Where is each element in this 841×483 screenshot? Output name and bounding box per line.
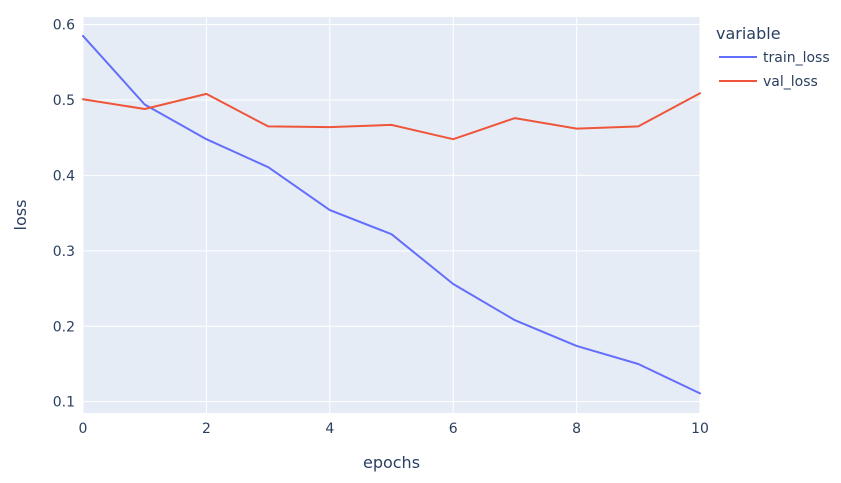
legend-items: train_loss val_loss xyxy=(719,50,830,90)
x-tick-label: 8 xyxy=(572,421,581,437)
legend-label: val_loss xyxy=(763,74,818,90)
legend-title: variable xyxy=(716,24,781,43)
x-axis-ticks: 0 2 4 6 8 10 xyxy=(79,421,709,437)
legend: variable train_loss val_loss xyxy=(716,24,830,90)
y-tick-label: 0.3 xyxy=(53,244,75,260)
x-tick-label: 6 xyxy=(449,421,458,437)
y-tick-label: 0.2 xyxy=(53,319,75,335)
x-axis-title: epochs xyxy=(363,453,420,472)
y-tick-label: 0.4 xyxy=(53,168,75,184)
series-line-train-loss xyxy=(82,34,701,395)
y-tick-label: 0.1 xyxy=(53,395,75,411)
x-tick-label: 4 xyxy=(325,421,334,437)
series-lines xyxy=(82,34,701,395)
x-tick-label: 2 xyxy=(202,421,211,437)
series-line-val-loss xyxy=(82,92,701,141)
y-axis-title: loss xyxy=(11,200,30,231)
x-tick-label: 0 xyxy=(79,421,88,437)
plot-background xyxy=(83,17,700,413)
grid xyxy=(82,17,701,413)
y-tick-label: 0.5 xyxy=(53,93,75,109)
y-axis-ticks: 0.1 0.2 0.3 0.4 0.5 0.6 xyxy=(53,18,75,411)
y-tick-label: 0.6 xyxy=(53,18,75,34)
x-tick-label: 10 xyxy=(691,421,709,437)
legend-label: train_loss xyxy=(763,50,830,66)
